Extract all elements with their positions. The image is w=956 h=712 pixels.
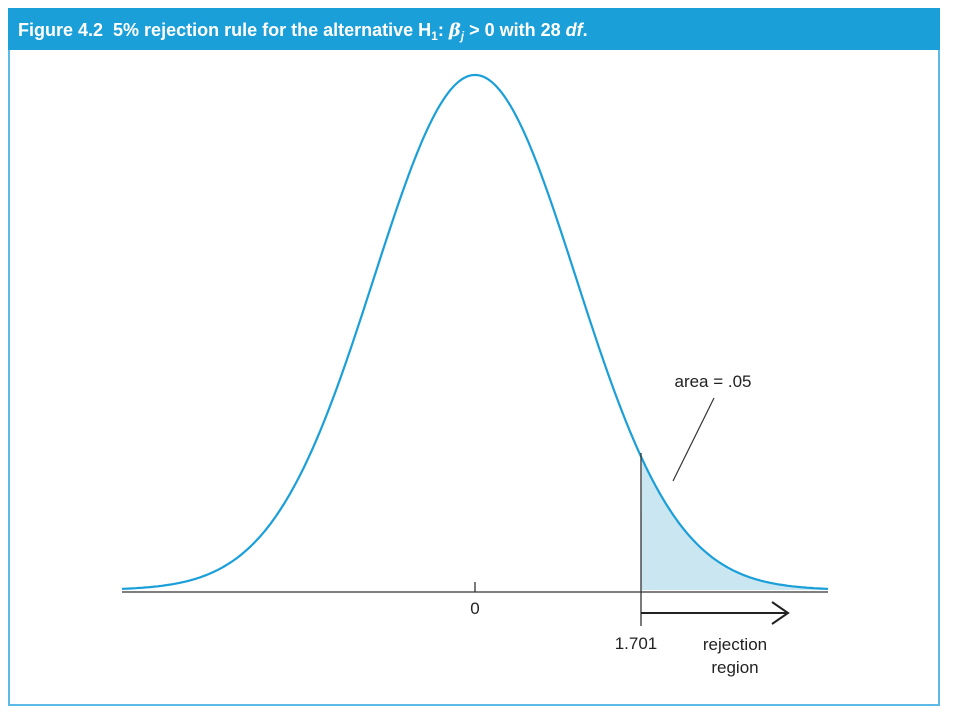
title-part: : <box>438 20 449 40</box>
area-label: area = .05 <box>674 372 751 391</box>
region-label: region <box>711 658 758 677</box>
title-subscript: 1 <box>431 29 438 43</box>
rejection-area <box>641 458 828 590</box>
title-symbol: β <box>448 20 461 41</box>
pointer <box>672 397 715 482</box>
region-label: rejection <box>703 635 767 654</box>
critical-label: 1.701 <box>615 634 658 653</box>
center-label: 0 <box>470 599 479 618</box>
title-italic: df <box>566 20 585 40</box>
density-curve <box>121 73 829 590</box>
title-part: . <box>583 20 588 40</box>
title-subscript: j <box>459 29 465 43</box>
title: Figure 4.2 5% rejection rule for the alte… <box>18 20 588 43</box>
title-part: 5% rejection rule for the alternative H <box>113 20 431 40</box>
title-part: > 0 with 28 <box>464 20 566 40</box>
plot <box>121 73 829 590</box>
title-bar <box>8 8 940 50</box>
figure-number: Figure 4.2 <box>18 20 103 40</box>
arrow-head <box>771 601 790 625</box>
